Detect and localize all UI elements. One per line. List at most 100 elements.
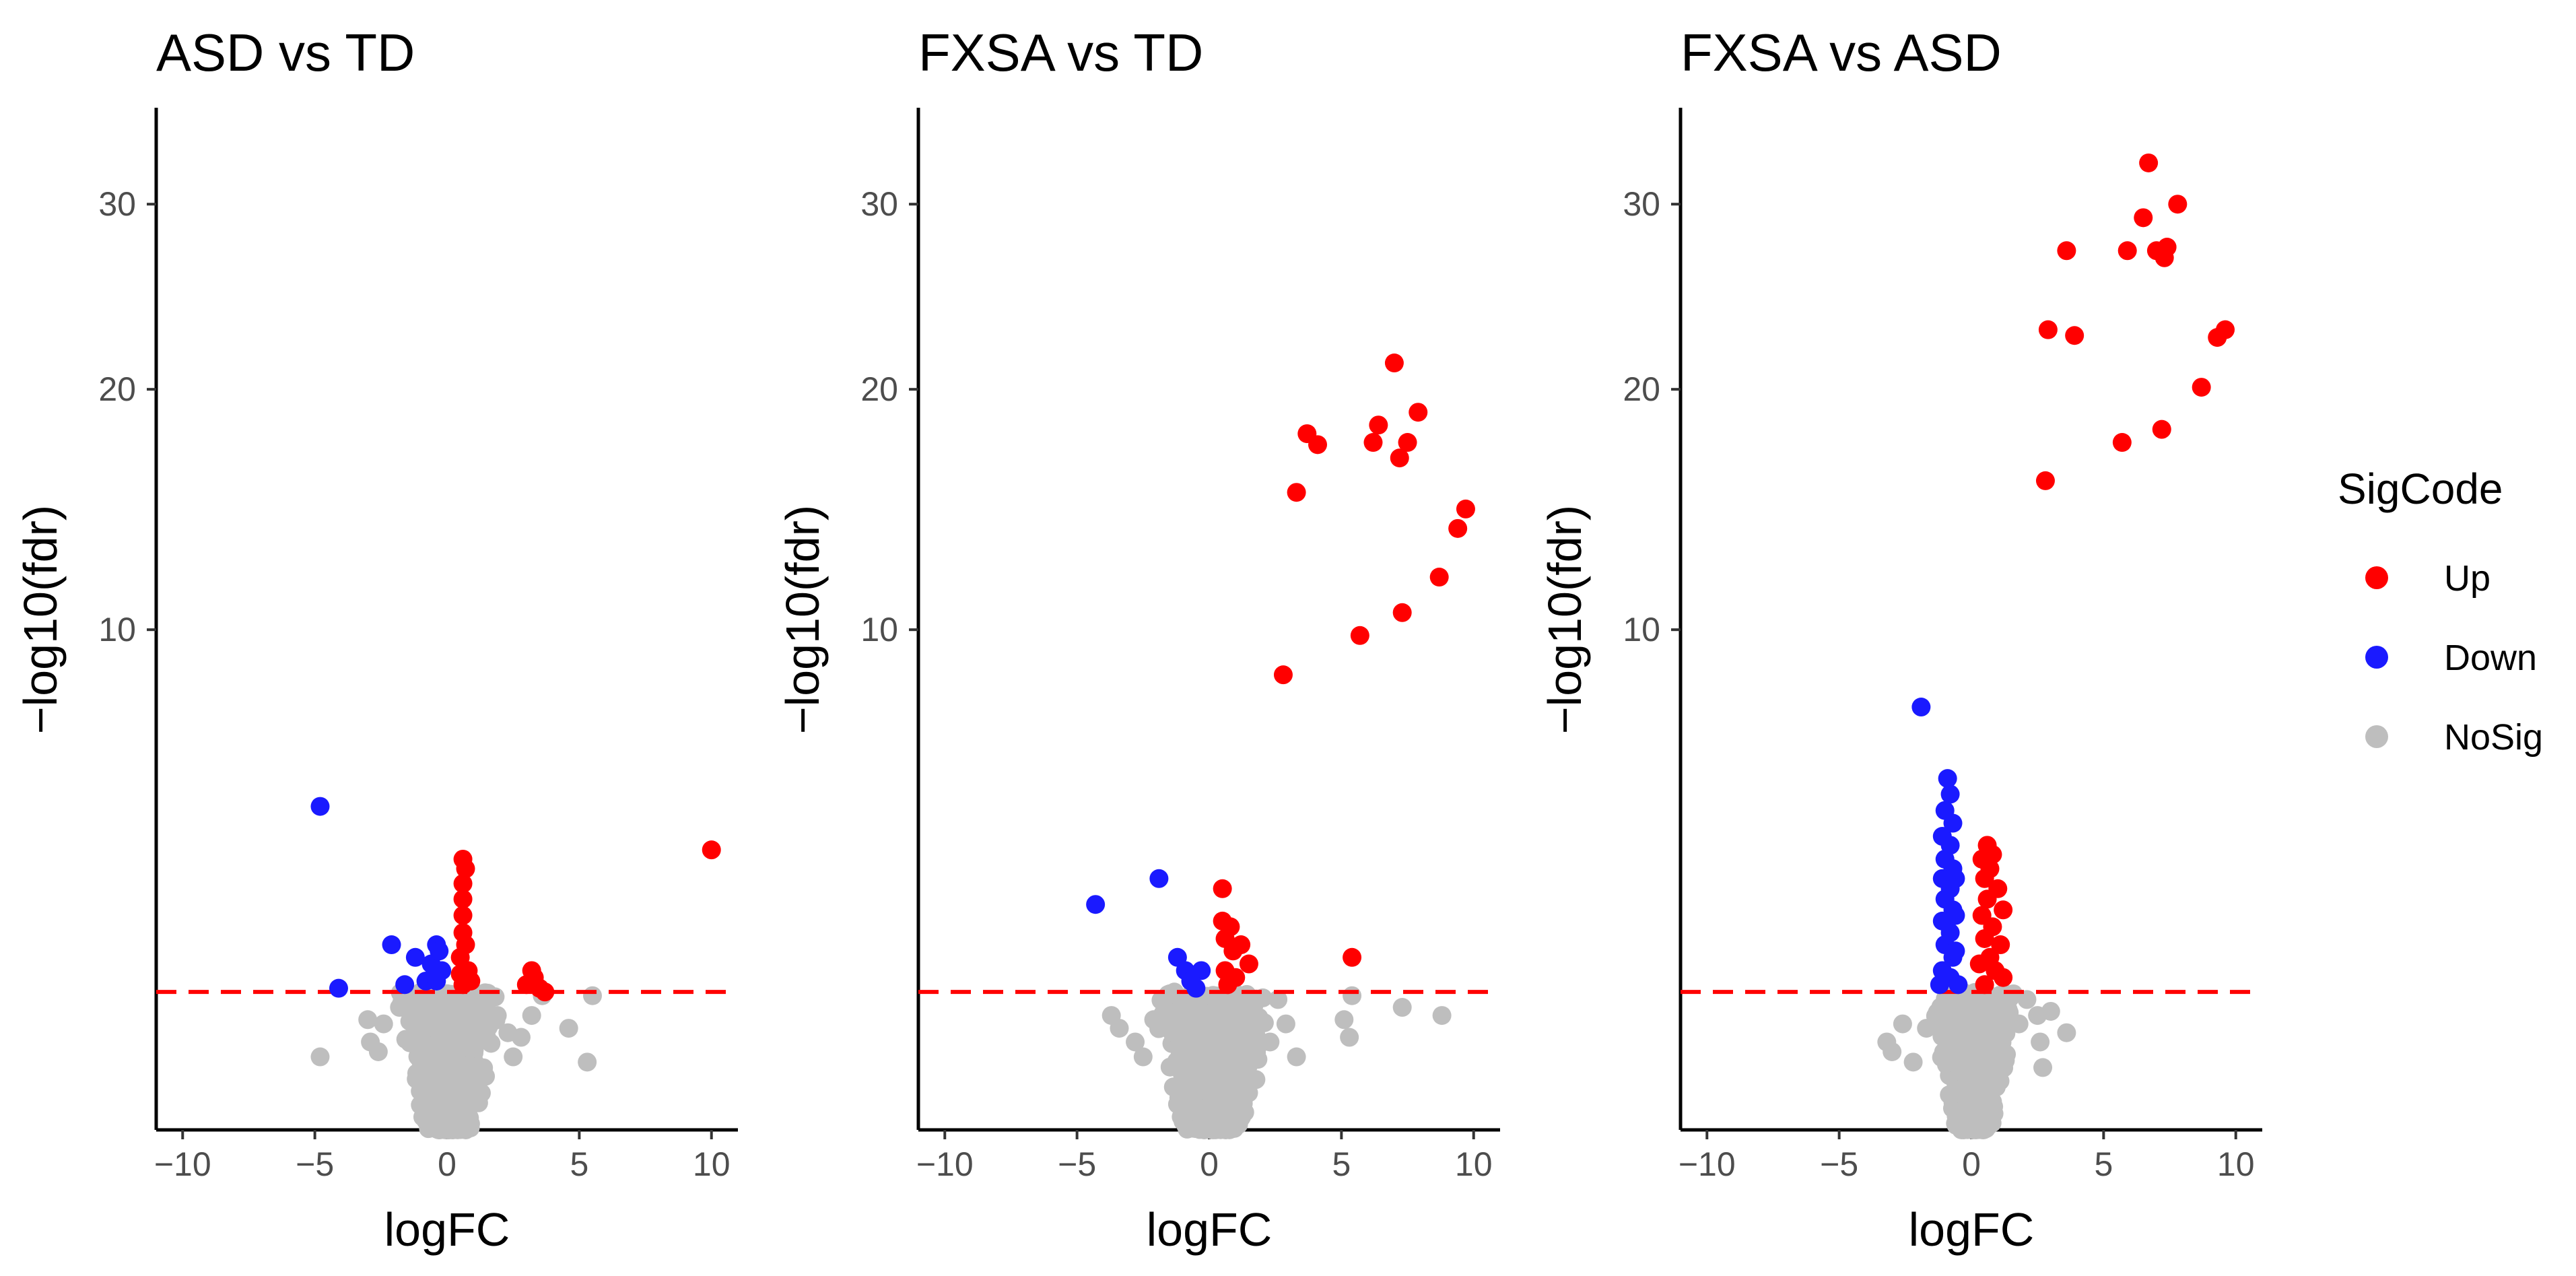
point-nosig <box>1953 1080 1973 1100</box>
point-up <box>1983 845 2002 865</box>
x-tick-label: −10 <box>916 1145 974 1183</box>
point-up <box>2065 326 2084 345</box>
point-nosig <box>578 1052 597 1072</box>
point-up <box>1994 900 2013 920</box>
point-nosig <box>1883 1042 1902 1061</box>
point-nosig <box>1227 1107 1247 1127</box>
point-up <box>2057 241 2076 261</box>
point-up <box>1456 499 1475 518</box>
point-nosig <box>429 1046 448 1065</box>
point-nosig <box>522 1006 541 1026</box>
x-axis-title: logFC <box>1147 1203 1273 1256</box>
point-nosig <box>430 1117 449 1137</box>
legend-title: SigCode <box>2338 465 2503 513</box>
point-up <box>456 859 475 879</box>
point-nosig <box>459 1055 478 1075</box>
point-nosig <box>1946 1040 1965 1059</box>
point-down <box>382 935 401 955</box>
point-up <box>1975 929 1994 948</box>
point-down <box>430 941 449 961</box>
point-nosig <box>1268 990 1288 1009</box>
point-nosig <box>1903 1052 1923 1072</box>
point-up <box>2152 419 2171 439</box>
point-up <box>1218 975 1238 995</box>
point-up <box>1977 889 1997 909</box>
point-up <box>1390 448 1409 468</box>
x-tick-label: 10 <box>2217 1145 2255 1183</box>
point-nosig <box>2017 990 2037 1009</box>
point-nosig <box>2009 1014 2029 1034</box>
point-nosig <box>1172 1038 1191 1058</box>
y-tick-label: 20 <box>98 370 136 408</box>
y-axis-title: −log10(fdr) <box>1538 505 1591 734</box>
panel-1: ASD vs TD −10 −5 0 5 10 10 20 30 logFC −log10(fdr) <box>14 23 738 1256</box>
point-down <box>405 947 425 967</box>
point-nosig <box>1971 1017 1991 1037</box>
point-nosig <box>368 1042 388 1061</box>
panel-3: FXSA vs ASD −10 −5 0 5 10 10 20 30 logFC −log10(fd… <box>1538 23 2262 1256</box>
legend-label-down: Down <box>2444 638 2537 678</box>
point-nosig <box>1893 1014 1912 1034</box>
point-nosig <box>1276 1014 1295 1034</box>
y-tick-label: 30 <box>1623 185 1660 223</box>
point-nosig <box>1133 1047 1153 1067</box>
point-up <box>2117 241 2137 261</box>
point-nosig <box>1928 1003 1947 1022</box>
point-nosig <box>426 1019 446 1039</box>
point-nosig <box>2031 1032 2050 1052</box>
x-tick-label: 5 <box>570 1145 588 1183</box>
point-up <box>1991 935 2010 955</box>
point-nosig <box>2028 1006 2047 1026</box>
panel-2: FXSA vs TD −10 −5 0 5 10 10 20 30 logFC −log10(fdr… <box>776 23 1500 1256</box>
point-nosig <box>583 986 602 1005</box>
point-up <box>1975 869 1994 888</box>
point-up <box>1213 879 1232 898</box>
point-nosig <box>1943 1019 1963 1039</box>
point-down <box>310 797 330 816</box>
point-up <box>522 961 541 980</box>
point-up <box>2168 195 2188 214</box>
point-nosig <box>1190 1003 1210 1023</box>
point-up <box>1308 435 1328 455</box>
point-up <box>1343 947 1362 967</box>
point-nosig <box>1211 1007 1230 1027</box>
point-nosig <box>1975 1079 1995 1099</box>
point-up <box>2038 320 2058 339</box>
point-up <box>1223 941 1243 961</box>
point-up <box>702 840 721 860</box>
legend-swatch-nosig <box>2365 725 2388 748</box>
point-down <box>329 978 348 998</box>
x-tick-label: 10 <box>1455 1145 1493 1183</box>
point-nosig <box>459 1078 478 1098</box>
point-nosig <box>1334 1010 1354 1030</box>
panel-title: ASD vs TD <box>156 23 415 82</box>
y-axis-title: −log10(fdr) <box>14 505 67 734</box>
point-nosig <box>1213 1102 1233 1122</box>
x-tick-label: −10 <box>154 1145 211 1183</box>
point-nosig <box>1917 1019 1936 1038</box>
point-down <box>1911 698 1931 717</box>
point-up <box>450 964 470 984</box>
y-axis-title: −log10(fdr) <box>776 505 829 734</box>
point-nosig <box>1182 1077 1201 1096</box>
point-nosig <box>410 1050 430 1069</box>
point-nosig <box>1144 1010 1163 1030</box>
point-nosig <box>1260 1032 1280 1052</box>
point-nosig <box>427 1067 446 1087</box>
point-nosig <box>469 1026 489 1046</box>
point-up <box>1239 954 1258 974</box>
y-tick-label: 10 <box>1623 611 1660 648</box>
point-up <box>1369 415 1388 435</box>
x-tick-label: −5 <box>1820 1145 1858 1183</box>
legend: SigCode Up Down NoSig <box>2338 465 2543 758</box>
point-up <box>2139 153 2159 172</box>
point-nosig <box>1343 986 1362 1005</box>
point-up <box>1969 954 1989 974</box>
panel-title: FXSA vs ASD <box>1681 23 2002 82</box>
point-up <box>453 889 473 909</box>
x-tick-label: 10 <box>693 1145 731 1183</box>
legend-label-up: Up <box>2444 558 2490 599</box>
point-nosig <box>1110 1019 1129 1038</box>
y-tick-label: 30 <box>98 185 136 223</box>
